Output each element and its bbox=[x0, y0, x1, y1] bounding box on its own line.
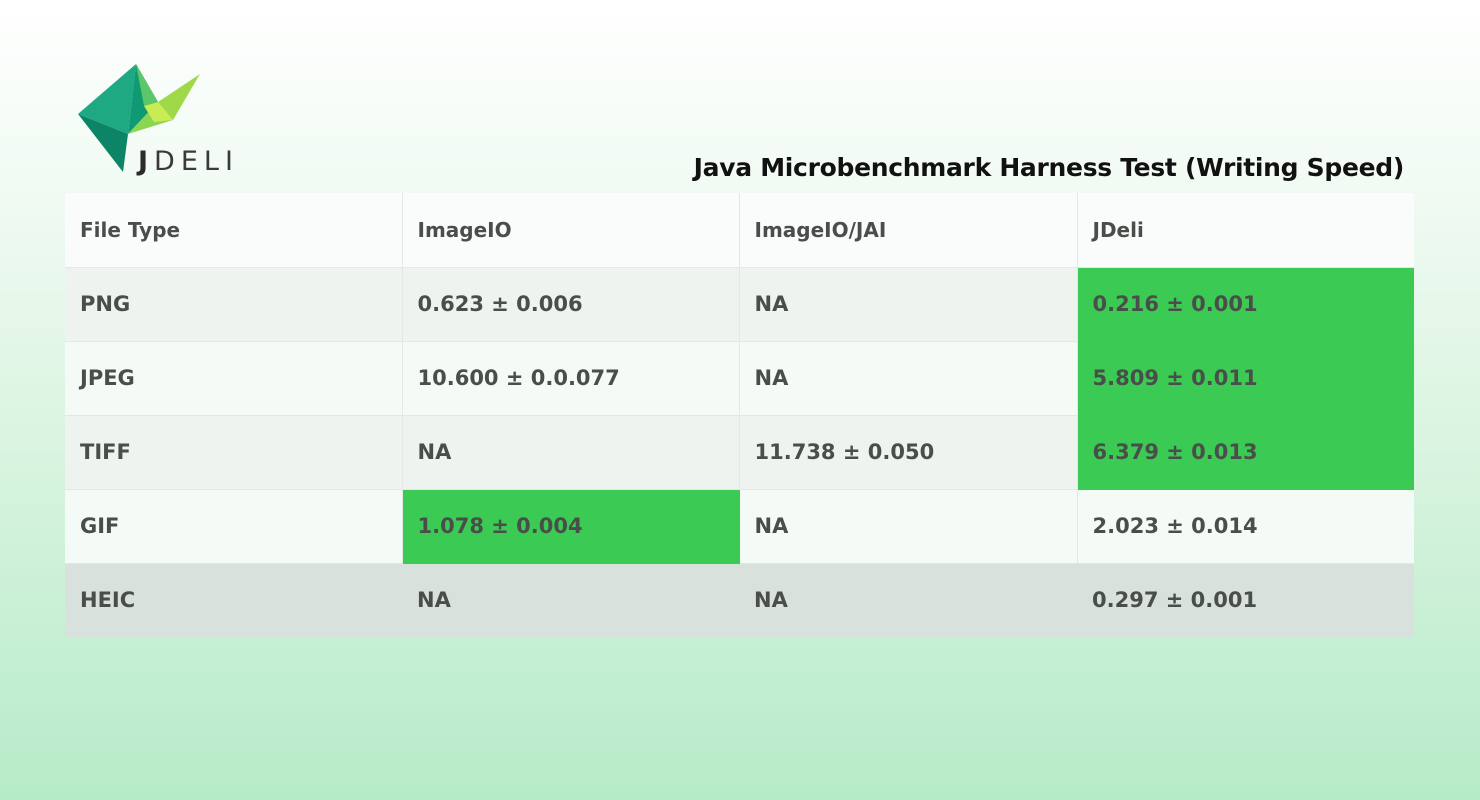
jdeli-logo: JDELI bbox=[78, 62, 248, 180]
table-cell-jpeg-imageio-jai: NA bbox=[739, 341, 1078, 416]
table-cell-png-file-type: PNG bbox=[65, 267, 403, 342]
table-row-tiff: TIFF NA 11.738 ± 0.050 6.379 ± 0.013 bbox=[65, 415, 1414, 490]
table-cell-jpeg-imageio: 10.600 ± 0.0.077 bbox=[402, 341, 740, 416]
benchmark-table: File Type ImageIO ImageIO/JAI JDeli PNG … bbox=[65, 193, 1414, 637]
table-cell-tiff-imageio: NA bbox=[402, 415, 740, 490]
table-cell-heic-imageio-jai: NA bbox=[739, 563, 1077, 637]
logo-wordmark-initial: J bbox=[138, 146, 155, 177]
table-cell-gif-imageio-jai: NA bbox=[739, 489, 1078, 564]
table-cell-gif-imageio: 1.078 ± 0.004 bbox=[402, 489, 740, 564]
table-cell-gif-file-type: GIF bbox=[65, 489, 403, 564]
table-row-gif: GIF 1.078 ± 0.004 NA 2.023 ± 0.014 bbox=[65, 489, 1414, 564]
table-cell-png-jdeli: 0.216 ± 0.001 bbox=[1077, 267, 1414, 342]
chart-title: Java Microbenchmark Harness Test (Writin… bbox=[693, 153, 1405, 182]
table-cell-tiff-file-type: TIFF bbox=[65, 415, 403, 490]
table-cell-gif-jdeli: 2.023 ± 0.014 bbox=[1077, 489, 1414, 564]
table-cell-png-imageio-jai: NA bbox=[739, 267, 1078, 342]
table-cell-tiff-imageio-jai: 11.738 ± 0.050 bbox=[739, 415, 1078, 490]
table-row-jpeg: JPEG 10.600 ± 0.0.077 NA 5.809 ± 0.011 bbox=[65, 341, 1414, 416]
table-cell-png-imageio: 0.623 ± 0.006 bbox=[402, 267, 740, 342]
table-cell-tiff-jdeli: 6.379 ± 0.013 bbox=[1077, 415, 1414, 490]
table-cell-heic-jdeli: 0.297 ± 0.001 bbox=[1077, 563, 1414, 637]
jdeli-logo-mark-icon bbox=[78, 64, 200, 172]
table-header-row: File Type ImageIO ImageIO/JAI JDeli bbox=[65, 193, 1414, 268]
table-row-png: PNG 0.623 ± 0.006 NA 0.216 ± 0.001 bbox=[65, 267, 1414, 342]
column-header-imageio-jai: ImageIO/JAI bbox=[739, 193, 1078, 268]
table-row-heic: HEIC NA NA 0.297 ± 0.001 bbox=[65, 563, 1414, 637]
column-header-file-type: File Type bbox=[65, 193, 403, 268]
table-cell-jpeg-file-type: JPEG bbox=[65, 341, 403, 416]
table-cell-heic-imageio: NA bbox=[402, 563, 739, 637]
logo-wordmark: JDELI bbox=[138, 146, 239, 177]
table-cell-heic-file-type: HEIC bbox=[65, 563, 402, 637]
table-cell-jpeg-jdeli: 5.809 ± 0.011 bbox=[1077, 341, 1414, 416]
column-header-imageio: ImageIO bbox=[402, 193, 740, 268]
column-header-jdeli: JDeli bbox=[1077, 193, 1414, 268]
logo-wordmark-rest: DELI bbox=[154, 146, 239, 177]
